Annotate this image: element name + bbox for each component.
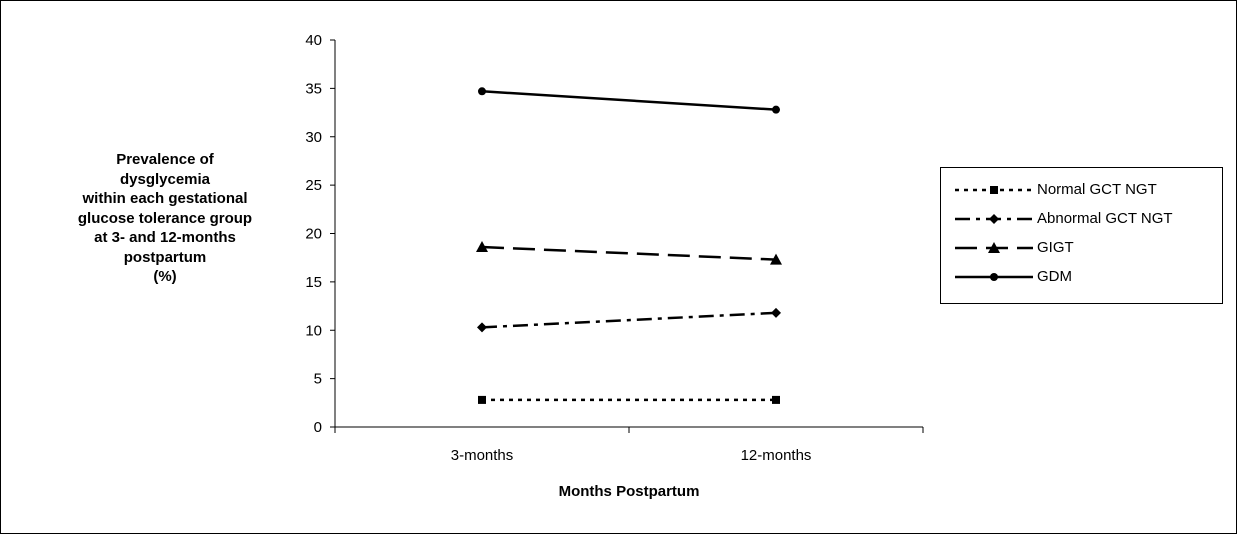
legend-swatch xyxy=(955,242,1033,253)
data-point xyxy=(478,395,486,404)
data-point xyxy=(772,395,780,404)
legend-marker xyxy=(990,273,998,281)
y-tick-label: 20 xyxy=(305,226,322,243)
data-point xyxy=(478,87,486,96)
legend-swatch xyxy=(955,273,1033,281)
x-axis-label: Months Postpartum xyxy=(558,483,700,500)
series-lines xyxy=(476,87,782,404)
series-line xyxy=(481,245,777,261)
legend-item: GDM xyxy=(941,265,1222,289)
y-tick-label: 25 xyxy=(305,177,322,194)
y-axis-label: Prevalence of dysglycemia within each ge… xyxy=(77,151,253,285)
x-ticks: 3-months 12-months xyxy=(334,427,924,464)
legend-label: Abnormal GCT NGT xyxy=(1037,210,1173,227)
y-ticks: 0 5 10 15 20 25 30 35 40 xyxy=(305,32,335,436)
legend-marker xyxy=(989,214,999,224)
y-tick-label: 35 xyxy=(305,80,322,97)
data-point xyxy=(477,322,487,333)
data-point xyxy=(771,307,781,318)
legend-swatch xyxy=(955,214,1033,224)
x-tick-label: 12-months xyxy=(741,447,812,464)
legend-item: GIGT xyxy=(941,236,1222,260)
legend-item: Abnormal GCT NGT xyxy=(941,207,1222,231)
series-0 xyxy=(478,395,780,404)
data-point xyxy=(770,253,782,265)
legend-marker xyxy=(990,186,998,194)
legend-label: Normal GCT NGT xyxy=(1037,181,1157,198)
y-tick-label: 15 xyxy=(305,274,322,291)
x-tick-label: 3-months xyxy=(451,447,514,464)
y-tick-label: 30 xyxy=(305,129,322,146)
axes xyxy=(334,40,923,428)
data-point xyxy=(772,105,780,114)
data-point xyxy=(476,241,488,253)
legend-swatch xyxy=(955,186,1033,194)
series-3 xyxy=(478,87,780,114)
legend: Normal GCT NGT Abnormal GCT NGT GIGT GDM xyxy=(940,167,1223,304)
series-1 xyxy=(477,307,781,333)
y-tick-label: 5 xyxy=(314,371,322,388)
y-tick-label: 40 xyxy=(305,32,322,49)
legend-label: GDM xyxy=(1037,268,1072,285)
y-tick-label: 0 xyxy=(314,419,322,436)
legend-label: GIGT xyxy=(1037,239,1074,256)
legend-marker xyxy=(988,242,1000,253)
series-line xyxy=(481,90,777,111)
series-2 xyxy=(476,241,782,265)
series-line xyxy=(481,311,777,329)
legend-item: Normal GCT NGT xyxy=(941,178,1222,202)
y-tick-label: 10 xyxy=(305,322,322,339)
